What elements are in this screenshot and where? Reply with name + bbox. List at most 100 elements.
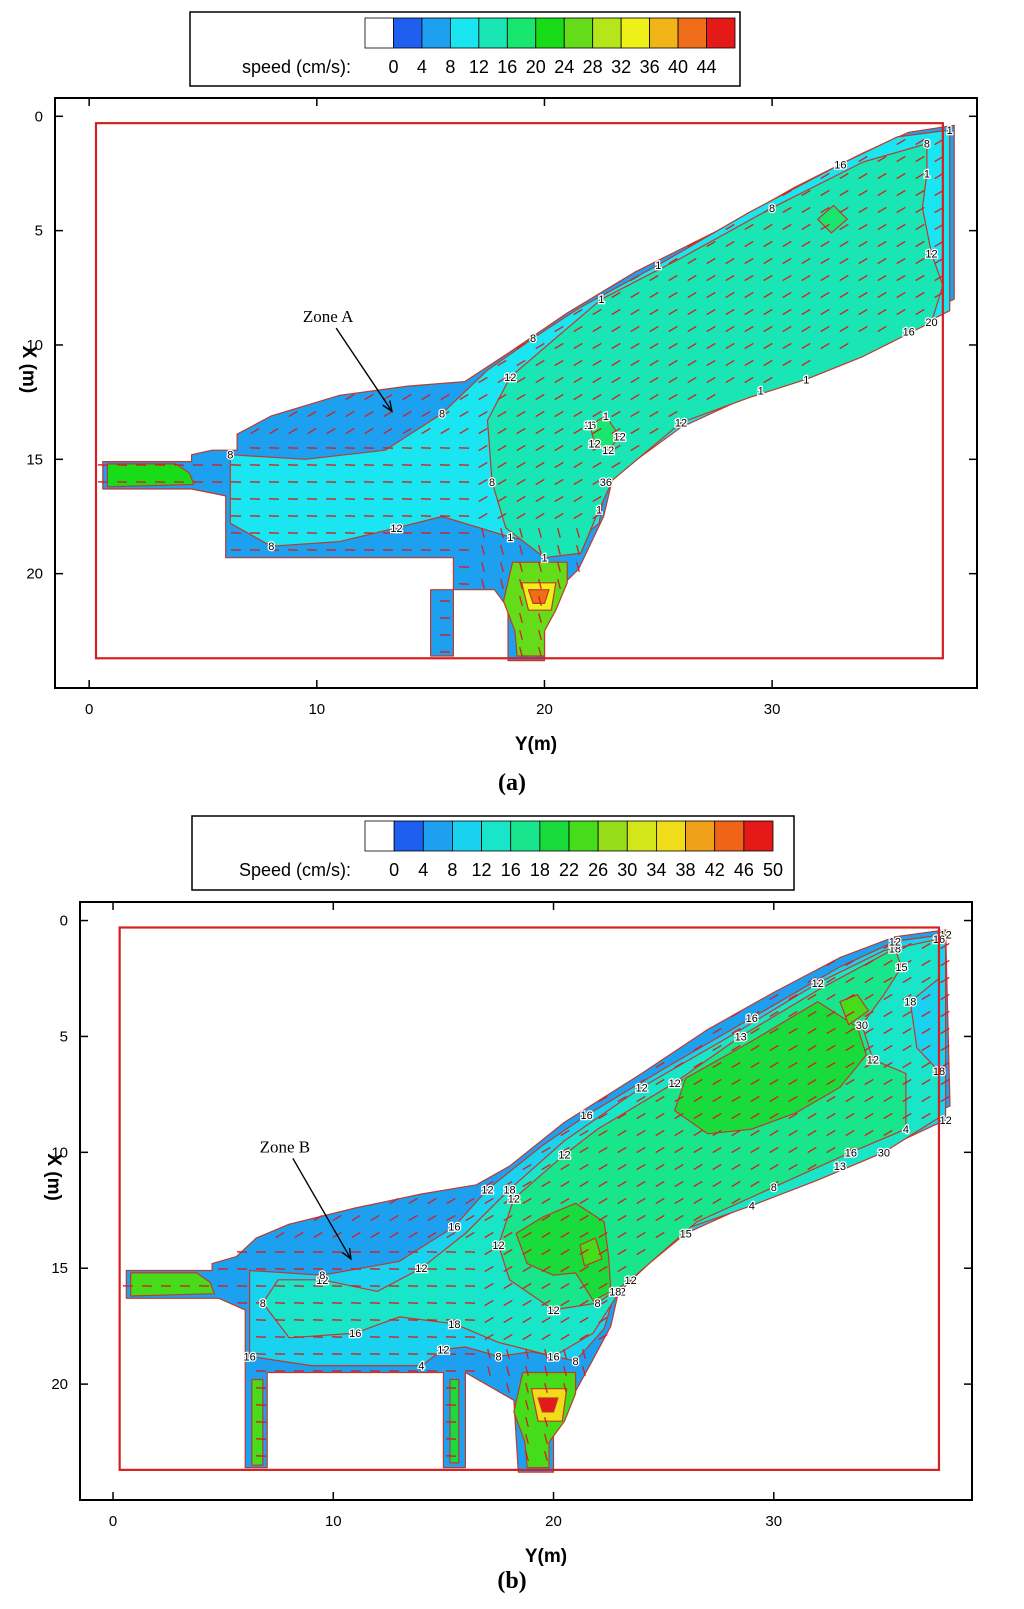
contour-label: 12 xyxy=(867,1055,879,1067)
y-tick-label: 0 xyxy=(35,108,43,125)
velocity-vector xyxy=(902,993,912,1001)
velocity-vector xyxy=(769,1180,779,1188)
legend-tick-label: 32 xyxy=(611,57,631,77)
velocity-vector xyxy=(519,545,523,555)
velocity-vector xyxy=(744,240,754,248)
velocity-vector xyxy=(307,410,317,418)
velocity-vector xyxy=(820,189,830,197)
velocity-vector xyxy=(478,478,488,486)
velocity-vector xyxy=(877,206,887,214)
velocity-vector xyxy=(351,1214,361,1222)
x-tick-label: 10 xyxy=(325,1513,342,1530)
velocity-vector xyxy=(706,325,716,333)
contour-label: 18 xyxy=(448,1319,460,1331)
velocity-vector xyxy=(706,291,716,299)
legend-swatch xyxy=(422,820,453,852)
velocity-vector xyxy=(788,1112,798,1120)
velocity-vector xyxy=(563,1383,567,1393)
velocity-vector xyxy=(725,257,735,265)
velocity-vector xyxy=(649,291,659,299)
legend-swatch xyxy=(706,17,736,49)
velocity-vector xyxy=(484,1316,494,1324)
contour-label: 1 xyxy=(587,420,593,432)
panel-a: speed (cm/s): 0 4 8 12 16 20 24 28 32 36 40 44 1 8 16 16… xyxy=(18,11,978,796)
velocity-vector xyxy=(592,495,602,503)
velocity-vector xyxy=(544,1349,548,1359)
velocity-vector xyxy=(516,342,526,350)
velocity-vector xyxy=(864,1010,874,1018)
velocity-vector xyxy=(877,189,887,197)
velocity-vector xyxy=(484,1180,494,1188)
contour-label: 1 xyxy=(758,386,764,398)
y-tick-label: 0 xyxy=(60,913,68,930)
velocity-vector xyxy=(560,1231,570,1239)
velocity-vector xyxy=(921,1044,931,1052)
velocity-vector xyxy=(820,223,830,231)
velocity-vector xyxy=(801,291,811,299)
legend-title: Speed (cm/s): xyxy=(239,860,351,880)
velocity-vector xyxy=(332,1214,342,1222)
velocity-vector xyxy=(541,1180,551,1188)
velocity-vector xyxy=(877,155,887,163)
velocity-vector xyxy=(864,1027,874,1035)
x-axis-label: Y(m) xyxy=(515,734,557,755)
velocity-vector xyxy=(497,427,507,435)
contour-label: 8 xyxy=(530,333,536,345)
velocity-vector xyxy=(465,1197,475,1205)
y-tick-label: 15 xyxy=(26,451,43,468)
velocity-vector xyxy=(544,1451,548,1461)
velocity-vector xyxy=(655,1197,665,1205)
velocity-vector xyxy=(750,1010,760,1018)
x-tick-label: 0 xyxy=(85,701,93,718)
legend-tick-label: 20 xyxy=(526,57,546,77)
velocity-vector xyxy=(582,1366,586,1376)
velocity-vector xyxy=(915,138,925,146)
velocity-vector xyxy=(864,993,874,1001)
velocity-vector xyxy=(788,1163,798,1171)
velocity-vector xyxy=(674,1061,684,1069)
velocity-vector xyxy=(576,562,580,572)
velocity-vector xyxy=(845,1061,855,1069)
velocity-vector xyxy=(370,1231,380,1239)
velocity-vector xyxy=(557,528,561,538)
velocity-vector xyxy=(826,1027,836,1035)
velocity-vector xyxy=(427,1231,437,1239)
velocity-vector xyxy=(674,1112,684,1120)
velocity-vector xyxy=(687,359,697,367)
contour-label: 8 xyxy=(489,477,495,489)
contour-label: 12 xyxy=(635,1082,647,1094)
velocity-vector xyxy=(864,976,874,984)
velocity-vector xyxy=(579,1197,589,1205)
contour-region-4 xyxy=(589,415,621,451)
velocity-vector xyxy=(839,223,849,231)
velocity-vector xyxy=(864,1061,874,1069)
x-tick-label: 0 xyxy=(109,1513,117,1530)
velocity-vector xyxy=(554,461,564,469)
contour-label: 8 xyxy=(617,431,623,443)
velocity-vector xyxy=(845,1010,855,1018)
legend-swatch xyxy=(393,17,423,49)
velocity-vector xyxy=(674,1180,684,1188)
velocity-vector xyxy=(630,444,640,452)
velocity-vector xyxy=(763,308,773,316)
velocity-vector xyxy=(712,1078,722,1086)
legend-swatch xyxy=(620,17,651,49)
legend-tick-label: 30 xyxy=(617,860,637,880)
velocity-vector xyxy=(579,1112,589,1120)
legend-swatch xyxy=(626,820,657,852)
velocity-vector xyxy=(598,1333,608,1341)
legend-swatch xyxy=(364,17,394,49)
velocity-vector xyxy=(921,1112,931,1120)
velocity-vector xyxy=(693,1214,703,1222)
velocity-vector xyxy=(611,444,621,452)
contour-label: 12 xyxy=(504,372,516,384)
legend-swatch xyxy=(478,17,508,49)
velocity-vector xyxy=(693,1163,703,1171)
velocity-vector xyxy=(820,274,830,282)
legend-swatch xyxy=(677,17,707,49)
velocity-vector xyxy=(573,376,583,384)
contour-label: 12 xyxy=(316,1275,328,1287)
velocity-vector xyxy=(636,1129,646,1137)
velocity-vector xyxy=(744,325,754,333)
